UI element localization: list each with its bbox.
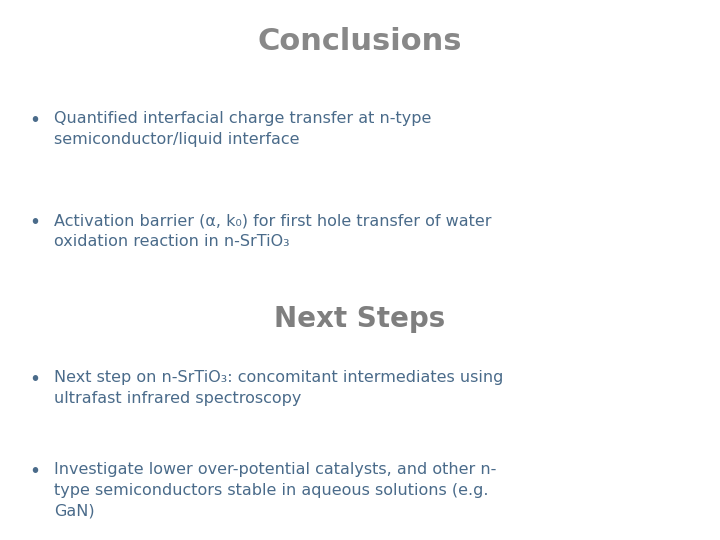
Text: Next step on n-SrTiO₃: concomitant intermediates using
ultrafast infrared spectr: Next step on n-SrTiO₃: concomitant inter… <box>54 370 503 406</box>
Text: Quantified interfacial charge transfer at n-type
semiconductor/liquid interface: Quantified interfacial charge transfer a… <box>54 111 431 147</box>
Text: Investigate lower over-potential catalysts, and other n-
type semiconductors sta: Investigate lower over-potential catalys… <box>54 462 496 519</box>
Text: •: • <box>29 462 40 481</box>
Text: Next Steps: Next Steps <box>274 305 446 333</box>
Text: Activation barrier (α, k₀) for first hole transfer of water
oxidation reaction i: Activation barrier (α, k₀) for first hol… <box>54 213 492 249</box>
Text: •: • <box>29 370 40 389</box>
Text: •: • <box>29 213 40 232</box>
Text: Conclusions: Conclusions <box>258 27 462 56</box>
Text: •: • <box>29 111 40 130</box>
